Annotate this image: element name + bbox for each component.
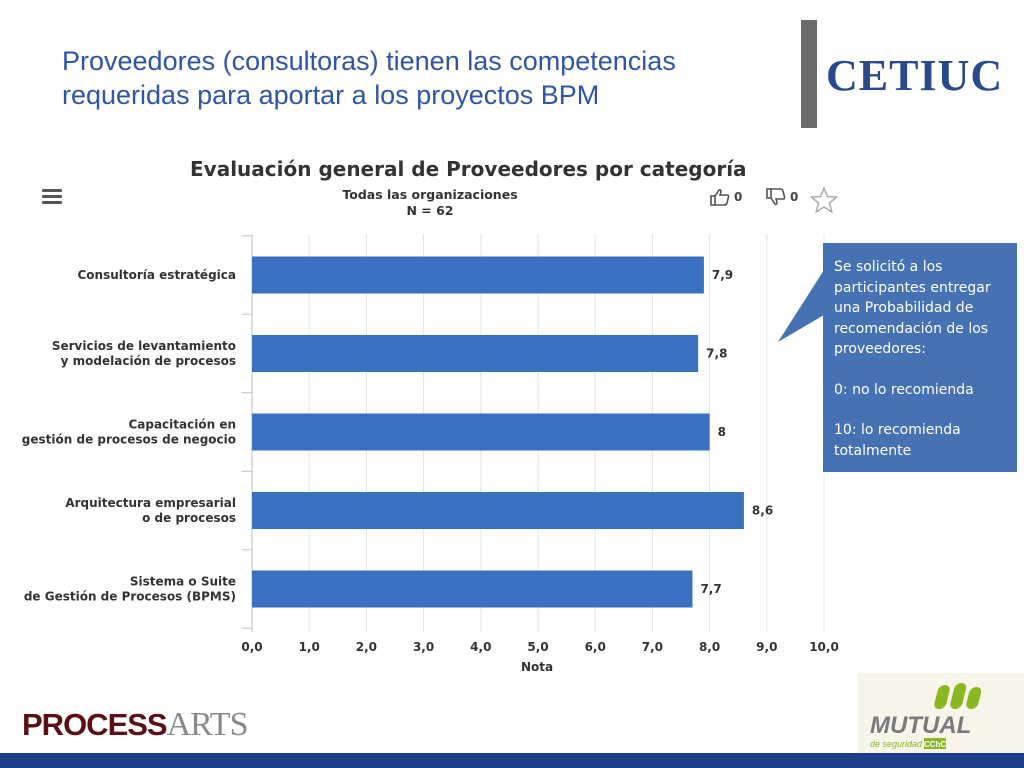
mutual-logo: MUTUAL de seguridad CChC <box>858 673 1024 753</box>
chart-title: Evaluación general de Proveedores por ca… <box>190 157 747 181</box>
x-tick-label: 6,0 <box>585 640 606 654</box>
x-tick-label: 5,0 <box>527 640 548 654</box>
thumbs-down-icon <box>766 188 786 206</box>
like-count: 0 <box>734 190 743 204</box>
category-label: y modelación de procesos <box>61 354 236 368</box>
x-tick-label: 4,0 <box>470 640 491 654</box>
chart-menu-icon[interactable] <box>42 189 62 204</box>
slide-title-line-1: Proveedores (consultoras) tienen las com… <box>62 46 676 76</box>
category-label: Sistema o Suite <box>130 575 236 589</box>
favorite-star-icon[interactable] <box>810 186 838 214</box>
like-button[interactable]: 0 <box>710 188 742 206</box>
cetiuc-logo: CETIUC <box>826 51 1004 100</box>
x-tick-label: 8,0 <box>699 640 720 654</box>
mutual-logo-text: MUTUAL <box>870 712 971 739</box>
x-axis-title: Nota <box>521 660 553 674</box>
processarts-logo-light: ARTS <box>166 706 249 743</box>
category-label: o de procesos <box>142 511 236 525</box>
category-label: Consultoría estratégica <box>77 268 236 282</box>
x-tick-label: 9,0 <box>756 640 777 654</box>
bar-value-label: 8 <box>718 425 726 439</box>
category-label: Arquitectura empresarial <box>65 496 236 510</box>
category-label: gestión de procesos de negocio <box>22 433 236 447</box>
bar <box>252 492 744 529</box>
callout-tail <box>778 270 824 342</box>
x-tick-label: 3,0 <box>413 640 434 654</box>
dislike-count: 0 <box>790 190 799 204</box>
mutual-logo-badge: CChC <box>924 740 946 749</box>
chart-subtitle-line-1: Todas las organizaciones <box>342 187 518 202</box>
x-tick-label: 10,0 <box>809 640 839 654</box>
callout-text-2: 0: no lo recomienda <box>834 381 974 398</box>
bar <box>252 335 699 372</box>
callout-box: Se solicitó a los participantes entregar… <box>823 243 1017 472</box>
x-tick-label: 7,0 <box>642 640 663 654</box>
mutual-logo-graphic: MUTUAL de seguridad CChC <box>870 683 982 749</box>
callout-text-3: 10: lo recomienda totalmente <box>834 422 961 459</box>
x-tick-label: 1,0 <box>299 640 320 654</box>
bar-value-label: 7,7 <box>700 582 721 596</box>
mutual-logo-subtext: de seguridad <box>870 739 923 749</box>
x-tick-label: 0,0 <box>241 640 262 654</box>
x-tick-label: 2,0 <box>356 640 377 654</box>
slide-title-line-2: requeridas para aportar a los proyectos … <box>62 80 600 110</box>
chart-subtitle: Todas las organizaciones N = 62 <box>330 187 530 219</box>
slide-title: Proveedores (consultoras) tienen las com… <box>62 44 762 112</box>
bar-value-label: 7,8 <box>706 347 727 361</box>
footer-bar <box>0 753 1024 768</box>
thumbs-up-icon <box>710 188 730 206</box>
bar-value-label: 8,6 <box>752 504 773 518</box>
callout-text-1: Se solicitó a los participantes entregar… <box>834 259 991 357</box>
processarts-logo-bold: PROCESS <box>22 707 168 742</box>
bar <box>252 413 710 451</box>
processarts-logo: PROCESSARTS <box>22 706 249 744</box>
category-label: Capacitación en <box>128 418 236 432</box>
bar <box>252 256 704 294</box>
bar-value-label: 7,9 <box>712 268 733 282</box>
cetiuc-logo-bar <box>801 20 817 128</box>
dislike-button[interactable]: 0 <box>766 188 798 206</box>
chart-subtitle-line-2: N = 62 <box>406 203 454 218</box>
category-label: de Gestión de Procesos (BPMS) <box>24 590 236 604</box>
category-label: Servicios de levantamiento <box>52 339 236 353</box>
bar <box>252 570 693 608</box>
